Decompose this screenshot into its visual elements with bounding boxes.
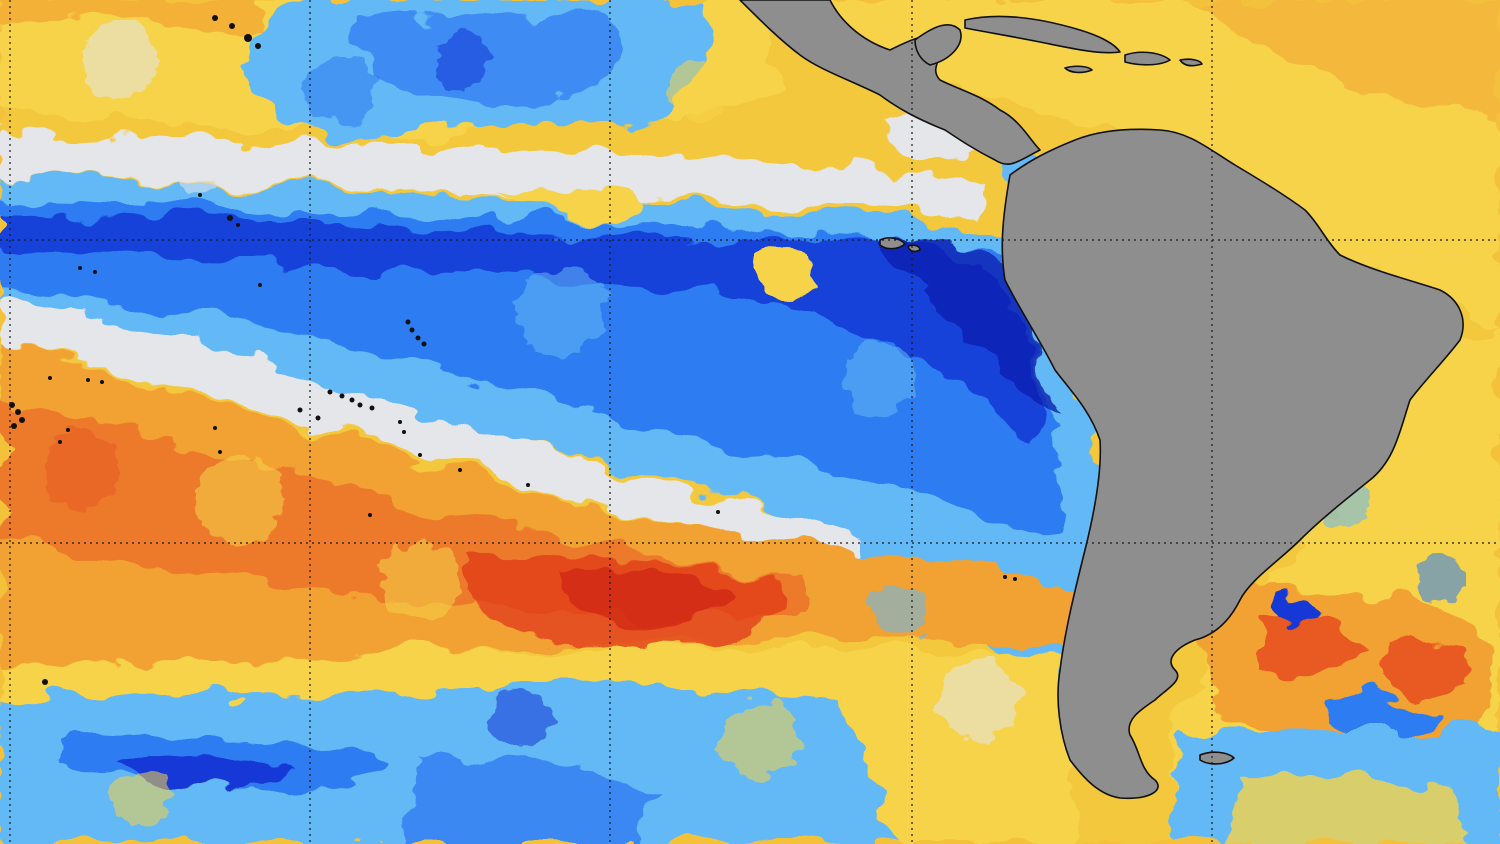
pacific-islands — [9, 15, 1017, 685]
land-layer — [739, 0, 1464, 800]
south-america — [1001, 128, 1464, 800]
galapagos-islands — [879, 237, 906, 250]
hispaniola — [1124, 51, 1171, 66]
falkland-islands — [1199, 751, 1235, 765]
south-pacific-warm-band — [0, 345, 1080, 670]
anomaly-texture — [40, 20, 1466, 830]
caribbean-warm-waters — [820, 0, 1500, 330]
cuba — [964, 15, 1121, 54]
